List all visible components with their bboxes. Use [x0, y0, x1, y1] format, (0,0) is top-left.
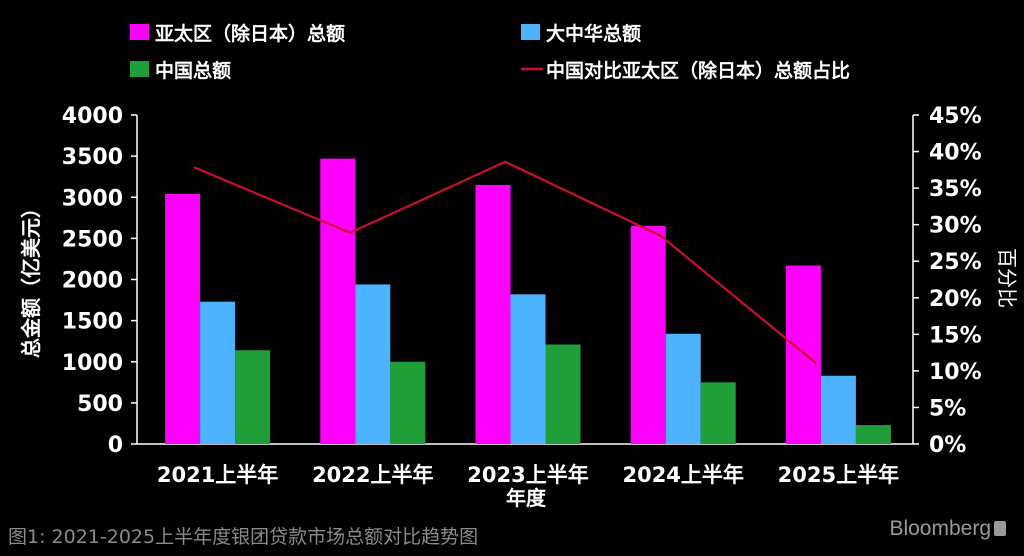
- y-tick-label: 1000: [62, 351, 123, 376]
- bar-greater-china-3: [510, 294, 546, 444]
- y2-axis-label: 百分比: [995, 248, 1019, 308]
- x-tick-label: 2024上半年: [622, 463, 743, 487]
- legend-swatch: [130, 24, 149, 40]
- bar-greater-china-1: [200, 301, 236, 444]
- y2-tick-label: 25%: [929, 250, 982, 275]
- legend-label: 亚太区（除日本）总额: [155, 22, 345, 45]
- y2-tick-label: 20%: [929, 287, 982, 312]
- y2-tick-label: 30%: [929, 214, 982, 239]
- y-tick-label: 2000: [62, 269, 123, 294]
- bar-china-5: [855, 425, 891, 444]
- bar-china-1: [235, 350, 271, 444]
- bar-greater-china-4: [665, 333, 701, 444]
- figure-caption: 图1: 2021-2025上半年度银团贷款市场总额对比趋势图: [8, 526, 479, 548]
- y-tick-label: 0: [108, 433, 123, 458]
- legend-label: 中国总额: [155, 59, 231, 82]
- y2-tick-label: 5%: [929, 396, 966, 421]
- legend-swatch: [130, 61, 149, 77]
- y2-tick-label: 45%: [929, 104, 982, 129]
- legend-label: 大中华总额: [546, 22, 641, 45]
- ratio-point: [659, 234, 662, 237]
- y-tick-label: 500: [77, 392, 123, 417]
- bars: [165, 158, 891, 444]
- y-tick-label: 2500: [62, 227, 123, 252]
- axes: 0 500 1000 1500 2000 2500 3000 3500 4000 0% 5% 10% 1…: [62, 104, 982, 487]
- ratio-point: [504, 160, 507, 163]
- legend-swatch: [521, 24, 540, 40]
- ratio-point: [814, 361, 817, 365]
- y2-tick-label: 35%: [929, 177, 982, 202]
- y2-tick-label: 40%: [929, 141, 982, 166]
- x-tick-label: 2021上半年: [157, 463, 278, 487]
- bar-apac-3: [475, 184, 511, 444]
- y2-tick-label: 15%: [929, 323, 982, 348]
- y-tick-label: 3500: [62, 145, 123, 170]
- bar-china-3: [545, 344, 581, 444]
- y-tick-label: 1500: [62, 310, 123, 335]
- brand-name: Bloomberg: [889, 517, 991, 540]
- bloomberg-logo: Bloomberg: [889, 517, 1006, 541]
- ratio-point: [348, 231, 352, 234]
- y-tick-label: 3000: [62, 186, 123, 211]
- x-tick-label: 2022上半年: [312, 463, 433, 487]
- bar-china-4: [700, 382, 736, 444]
- y-tick-label: 4000: [62, 104, 123, 129]
- bar-apac-4: [630, 226, 666, 444]
- bar-apac-2: [320, 158, 356, 444]
- x-tick-label: 2023上半年: [467, 463, 588, 487]
- x-axis-label: 年度: [506, 486, 547, 510]
- x-tick-label: 2025上半年: [778, 463, 899, 487]
- y2-tick-label: 10%: [929, 360, 982, 385]
- ratio-point: [193, 166, 197, 169]
- bar-apac-1: [165, 193, 201, 444]
- y-axis-label: 总金额（亿美元）: [19, 198, 43, 358]
- bloomberg-mark-icon: [994, 521, 1006, 536]
- y2-tick-label: 0%: [929, 433, 966, 458]
- legend-label: 中国对比亚太区（除日本）总额占比: [546, 59, 850, 82]
- bar-china-2: [390, 361, 426, 444]
- bar-apac-5: [785, 265, 821, 444]
- ratio-line: [193, 160, 817, 365]
- bar-greater-china-5: [820, 375, 856, 444]
- bar-greater-china-2: [355, 284, 391, 444]
